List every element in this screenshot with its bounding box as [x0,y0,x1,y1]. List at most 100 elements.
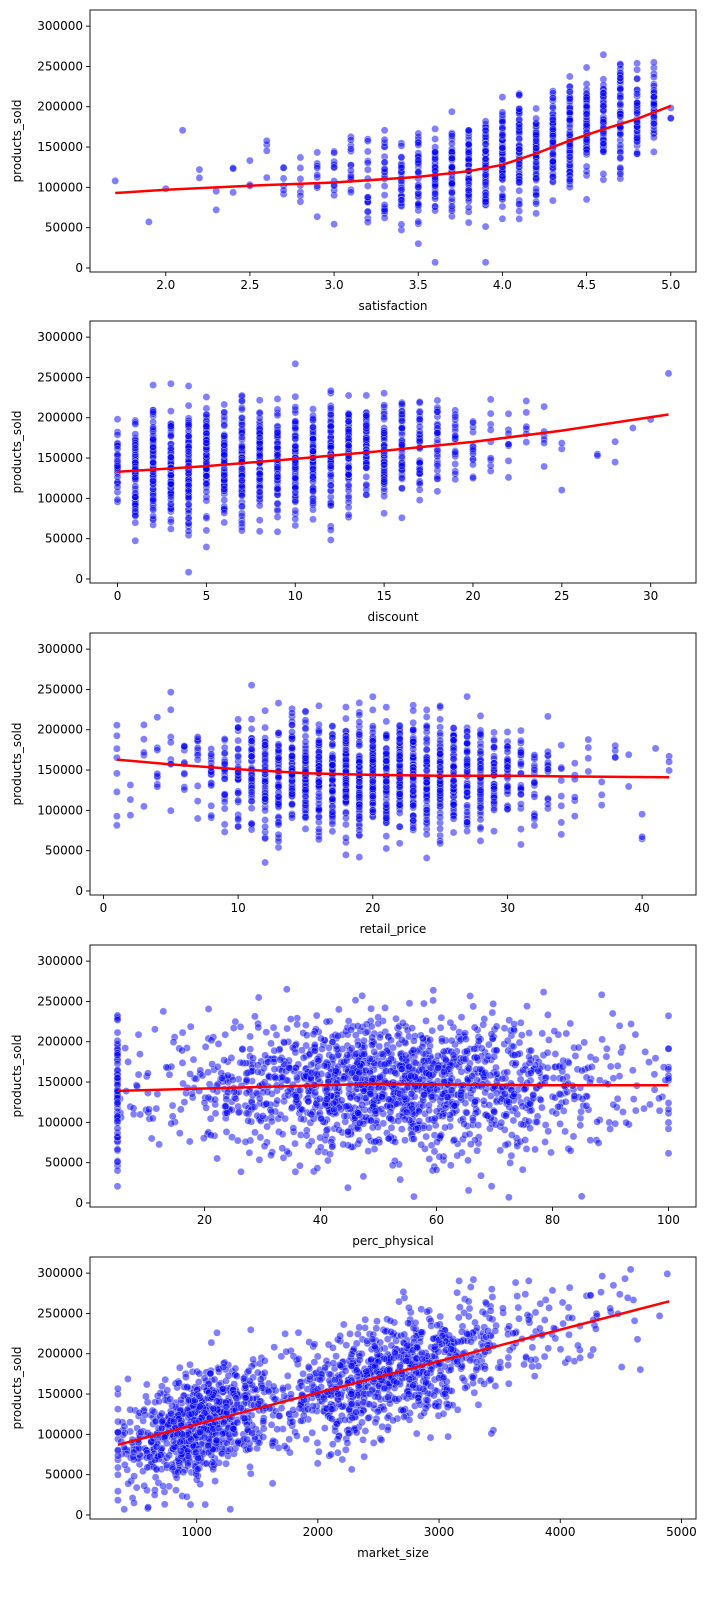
y-tick-label: 100000 [37,180,83,194]
data-point [363,182,372,190]
data-point [409,816,418,825]
data-point [481,180,490,189]
data-point [368,728,377,737]
data-point [247,737,256,745]
data-point [436,825,444,833]
data-point [291,442,300,451]
data-point [291,506,300,515]
data-point [193,814,202,823]
data-point [503,755,512,763]
data-point [307,1110,316,1119]
data-point [202,393,211,401]
data-point [414,168,423,177]
data-point [633,149,641,158]
data-point [274,699,283,707]
data-point [273,528,282,536]
data-point [283,1024,291,1033]
data-point [315,702,323,710]
data-point [481,117,490,126]
data-point [304,1141,313,1150]
data-point [538,1029,547,1038]
data-point [597,791,606,799]
y-tick-label: 200000 [37,411,83,425]
data-point [184,432,193,441]
data-point [363,218,372,226]
data-point [486,409,495,418]
data-point [220,432,228,440]
data-point [274,820,283,829]
data-point [629,1066,637,1075]
data-point [184,514,193,522]
data-point [490,827,498,836]
data-point [498,143,507,152]
data-point [288,721,296,729]
data-point [167,407,175,415]
data-point [504,473,513,482]
data-point [195,165,204,174]
data-point [342,761,350,770]
data-point [193,733,202,741]
data-point [186,1070,194,1078]
data-point [234,745,242,753]
data-point [288,784,296,793]
data-point [151,1025,159,1034]
data-point [180,770,189,778]
x-tick-label: 10 [288,589,303,603]
data-point [313,1164,322,1172]
data-point [355,763,364,771]
scatter-points [113,985,673,1202]
data-point [584,767,593,776]
data-point [624,750,633,759]
data-point [220,509,228,517]
data-point [599,170,608,178]
data-point [238,413,246,422]
data-point [436,715,444,724]
data-point [463,732,471,741]
data-point [273,1096,282,1105]
data-point [436,839,444,848]
data-point [220,450,228,459]
x-tick-label: 0 [100,901,108,915]
data-point [650,133,658,142]
data-point [611,741,620,750]
data-point [328,761,337,769]
data-point [577,1192,586,1201]
data-point [566,1146,575,1155]
data-point [488,1008,497,1017]
data-point [433,461,442,470]
data-point [436,736,444,745]
data-point [367,1022,376,1031]
y-axis-label: products_sold [10,100,24,183]
data-point [193,782,202,790]
data-point [149,423,157,431]
data-point [382,717,391,726]
data-point [380,460,388,469]
y-tick-label: 250000 [37,370,83,384]
data-point [296,1161,304,1170]
data-point [389,1043,397,1052]
data-point [368,692,377,701]
data-point [342,820,350,829]
x-tick-label: 30 [643,589,658,603]
y-tick-label: 200000 [37,100,83,114]
data-point [515,116,524,124]
data-point [498,191,507,199]
data-point [633,109,641,118]
data-point [291,424,300,433]
data-point [313,164,322,172]
data-point [380,475,388,484]
data-point [517,800,525,808]
data-point [302,1021,310,1029]
data-point [328,775,337,784]
data-point [355,699,364,707]
data-point [633,99,641,107]
data-point [363,159,372,167]
data-point [313,171,322,179]
x-tick-label: 2.5 [240,278,259,292]
data-point [397,141,406,150]
data-point [330,163,338,172]
data-point [380,165,389,173]
data-point [274,799,283,808]
data-point [149,443,157,451]
data-point [522,422,531,431]
